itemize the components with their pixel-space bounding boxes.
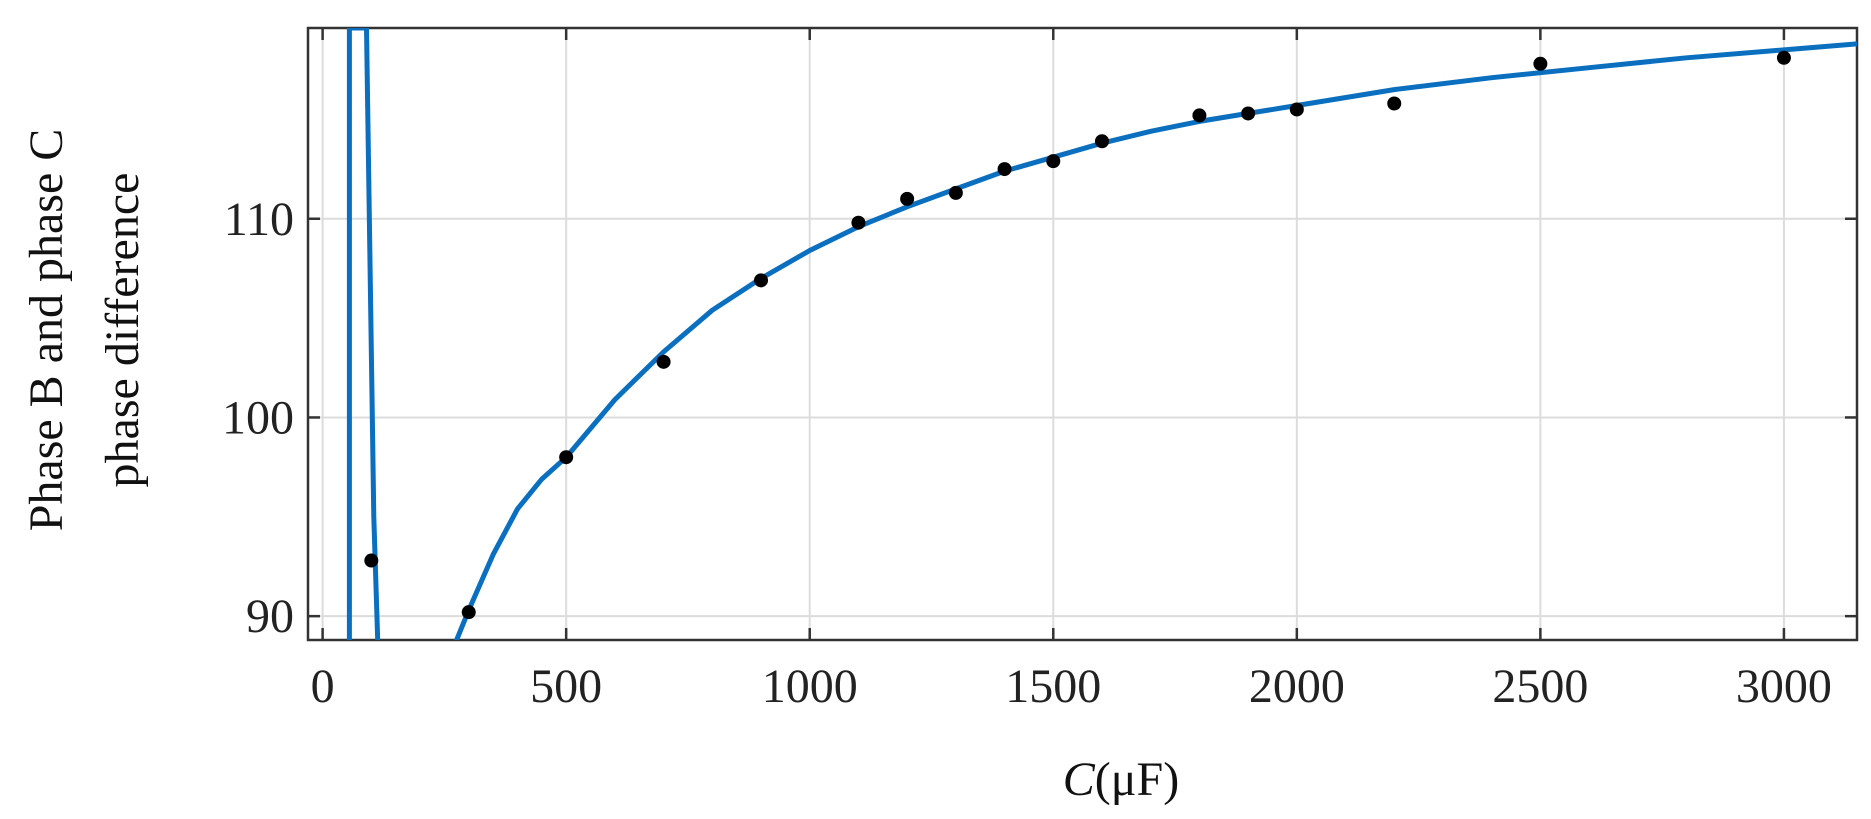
data-point-1100 [851, 215, 866, 230]
data-point-2000 [1289, 102, 1304, 117]
data-point-2200 [1387, 96, 1402, 111]
data-point-1200 [900, 191, 915, 206]
tick-marks [308, 28, 1857, 640]
x-tick-label-1500: 1500 [1005, 660, 1101, 713]
fit-curves [346, 28, 1857, 640]
fit-curve-1 [454, 41, 1857, 640]
data-point-100 [364, 553, 379, 568]
x-axis-title: C(μF) [1063, 753, 1179, 806]
y-axis-title-line-2: phase difference [96, 173, 149, 488]
x-tick-label-500: 500 [530, 660, 602, 713]
data-point-1300 [948, 185, 963, 200]
x-axis-symbol: C [1063, 753, 1096, 806]
data-point-1400 [997, 162, 1012, 177]
axes-frame [306, 26, 1859, 642]
data-point-300 [461, 605, 476, 620]
data-point-1600 [1094, 134, 1109, 149]
fit-curve-2 [346, 28, 381, 640]
data-point-900 [754, 273, 769, 288]
grid-lines [308, 28, 1857, 640]
data-point-2500 [1533, 56, 1548, 71]
x-tick-label-2000: 2000 [1249, 660, 1345, 713]
x-tick-label-1000: 1000 [762, 660, 858, 713]
data-point-1800 [1192, 108, 1207, 123]
x-tick-label-2500: 2500 [1492, 660, 1588, 713]
data-point-1500 [1046, 154, 1061, 169]
data-point-3000 [1776, 50, 1791, 65]
data-points [364, 50, 1791, 620]
x-tick-label-0: 0 [311, 660, 335, 713]
x-axis-unit: (μF) [1095, 753, 1179, 806]
data-point-700 [656, 354, 671, 369]
y-tick-label-90: 90 [246, 590, 294, 643]
data-point-1900 [1241, 106, 1256, 121]
y-tick-label-110: 110 [224, 193, 294, 246]
plot-frame [306, 26, 1859, 642]
x-tick-label-3000: 3000 [1736, 660, 1832, 713]
data-point-500 [559, 450, 574, 465]
y-axis-title-line-1: Phase B and phase C [20, 129, 73, 532]
tick-labels: 0 500 1000 1500 2000 2500 3000 90 100 110 [222, 193, 1832, 713]
y-tick-label-100: 100 [222, 391, 294, 444]
